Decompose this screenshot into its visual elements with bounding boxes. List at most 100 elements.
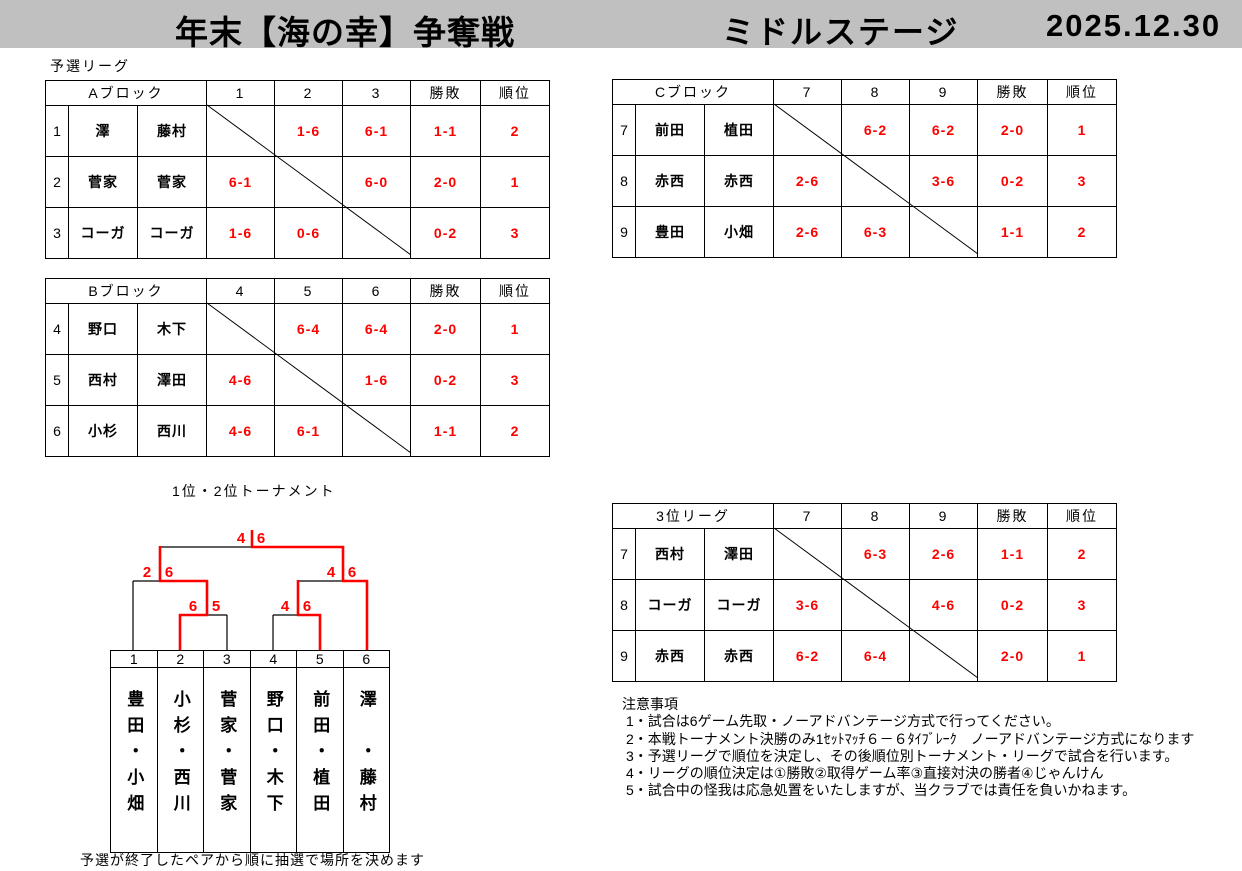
league-header-row: 3位リーグ 7 8 9 勝敗 順位	[611, 503, 1118, 529]
score-cell	[206, 105, 276, 157]
winloss-cell: 1-1	[977, 206, 1049, 258]
slot-number: 1	[110, 650, 158, 668]
rank-cell: 2	[1047, 528, 1118, 580]
score-cell: 0-6	[274, 207, 344, 259]
score-cell: 6-3	[841, 206, 911, 258]
player-2: 木下	[136, 303, 208, 355]
notes-heading: 注意事項	[622, 696, 678, 712]
player-2: 菅家	[136, 156, 208, 208]
bracket-slot-table: 1 2 3 4 5 6 豊田・小畑 小杉・西川 菅家・菅家 野口・木下 前田・植…	[110, 650, 390, 853]
col-header: 5	[274, 278, 344, 304]
pair-number: 3	[45, 207, 69, 259]
score-cell	[206, 303, 276, 355]
score-cell	[274, 354, 344, 406]
league-row: 4 野口 木下 6-4 6-4 2-0 1	[45, 303, 551, 355]
header-bar: 年末【海の幸】争奪戦 ミドルステージ 2025.12.30	[0, 0, 1242, 51]
score-cell: 6-0	[342, 156, 412, 208]
round1-left-score-1: 6	[188, 598, 198, 615]
score-cell: 1-6	[274, 105, 344, 157]
score-cell	[909, 206, 979, 258]
player-1: 野口	[68, 303, 138, 355]
rank-cell: 2	[480, 405, 551, 457]
semifinal-left-score-1: 2	[142, 564, 152, 581]
pair-number: 4	[45, 303, 69, 355]
rank-cell: 3	[1047, 155, 1118, 207]
col-header: 4	[206, 278, 276, 304]
col-header: 2	[274, 80, 344, 106]
league-row: 7 西村 澤田 6-3 2-6 1-1 2	[612, 528, 1118, 580]
winloss-cell: 1-1	[410, 405, 482, 457]
score-cell: 6-1	[274, 405, 344, 457]
score-cell	[841, 579, 911, 631]
note-item: 1・試合は6ゲーム先取・ノーアドバンテージ方式で行ってください。	[626, 713, 1060, 730]
rank-cell: 3	[1047, 579, 1118, 631]
league-row: 1 澤 藤村 1-6 6-1 1-1 2	[45, 105, 551, 157]
block-title: Bブロック	[44, 278, 208, 304]
player-2: コーガ	[136, 207, 208, 259]
pair-number: 5	[45, 354, 69, 406]
final-score-left: 4	[236, 530, 246, 547]
pair-number: 7	[612, 104, 636, 156]
event-date: 2025.12.30	[1046, 8, 1222, 43]
score-cell: 4-6	[206, 354, 276, 406]
col-header-rank: 順位	[480, 278, 551, 304]
player-1: コーガ	[635, 579, 705, 631]
notes-block: 注意事項 1・試合は6ゲーム先取・ノーアドバンテージ方式で行ってください。 2・…	[622, 696, 1194, 800]
score-cell: 6-4	[342, 303, 412, 355]
score-cell	[773, 528, 843, 580]
score-cell	[773, 104, 843, 156]
league-table-b: Bブロック 4 5 6 勝敗 順位 4 野口 木下 6-4 6-4 2-0 1 …	[44, 278, 551, 457]
preliminary-league-label: 予選リーグ	[50, 58, 130, 74]
pair-number: 9	[612, 630, 636, 682]
round1-right-score-1: 4	[280, 598, 290, 615]
score-cell	[841, 155, 911, 207]
block-title: Aブロック	[44, 80, 208, 106]
player-1: 澤	[68, 105, 138, 157]
score-cell: 3-6	[773, 579, 843, 631]
score-cell: 2-6	[773, 206, 843, 258]
score-cell: 2-6	[773, 155, 843, 207]
slot-number: 3	[203, 650, 251, 668]
winloss-cell: 0-2	[410, 207, 482, 259]
tournament-title: 1位・2位トーナメント	[172, 483, 336, 499]
round1-right-score-2: 6	[302, 598, 312, 615]
pair-name: 野口・木下	[263, 690, 283, 820]
winloss-cell: 2-0	[410, 303, 482, 355]
league-row: 6 小杉 西川 4-6 6-1 1-1 2	[45, 405, 551, 457]
pair-number: 8	[612, 579, 636, 631]
rank-cell: 2	[480, 105, 551, 157]
winloss-cell: 0-2	[977, 579, 1049, 631]
slot-number: 2	[156, 650, 204, 668]
score-cell: 6-2	[909, 104, 979, 156]
block-title: Cブロック	[611, 79, 775, 105]
slot-number: 4	[249, 650, 297, 668]
score-cell: 2-6	[909, 528, 979, 580]
col-header: 7	[773, 79, 843, 105]
rank-cell: 1	[1047, 104, 1118, 156]
score-cell: 6-1	[342, 105, 412, 157]
winloss-cell: 1-1	[410, 105, 482, 157]
slot-number: 6	[342, 650, 390, 668]
rank-cell: 2	[1047, 206, 1118, 258]
player-2: 赤西	[703, 630, 775, 682]
winloss-cell: 0-2	[977, 155, 1049, 207]
player-2: 澤田	[703, 528, 775, 580]
note-item: 4・リーグの順位決定は①勝敗②取得ゲーム率③直接対決の勝者④じゃんけん	[626, 765, 1104, 782]
player-1: 菅家	[68, 156, 138, 208]
col-header: 1	[206, 80, 276, 106]
slot-number: 5	[296, 650, 344, 668]
league-row: 2 菅家 菅家 6-1 6-0 2-0 1	[45, 156, 551, 208]
player-2: コーガ	[703, 579, 775, 631]
rank-cell: 1	[480, 156, 551, 208]
pair-name: 菅家・菅家	[217, 690, 237, 820]
pair-number: 8	[612, 155, 636, 207]
score-cell	[274, 156, 344, 208]
league-row: 8 コーガ コーガ 3-6 4-6 0-2 3	[612, 579, 1118, 631]
pair-number: 6	[45, 405, 69, 457]
winloss-cell: 1-1	[977, 528, 1049, 580]
note-item: 3・予選リーグで順位を決定し、その後順位別トーナメント・リーグで試合を行います。	[626, 747, 1179, 764]
col-header: 9	[909, 503, 979, 529]
pair-number: 1	[45, 105, 69, 157]
league-header-row: Aブロック 1 2 3 勝敗 順位	[44, 80, 551, 106]
score-cell	[342, 207, 412, 259]
